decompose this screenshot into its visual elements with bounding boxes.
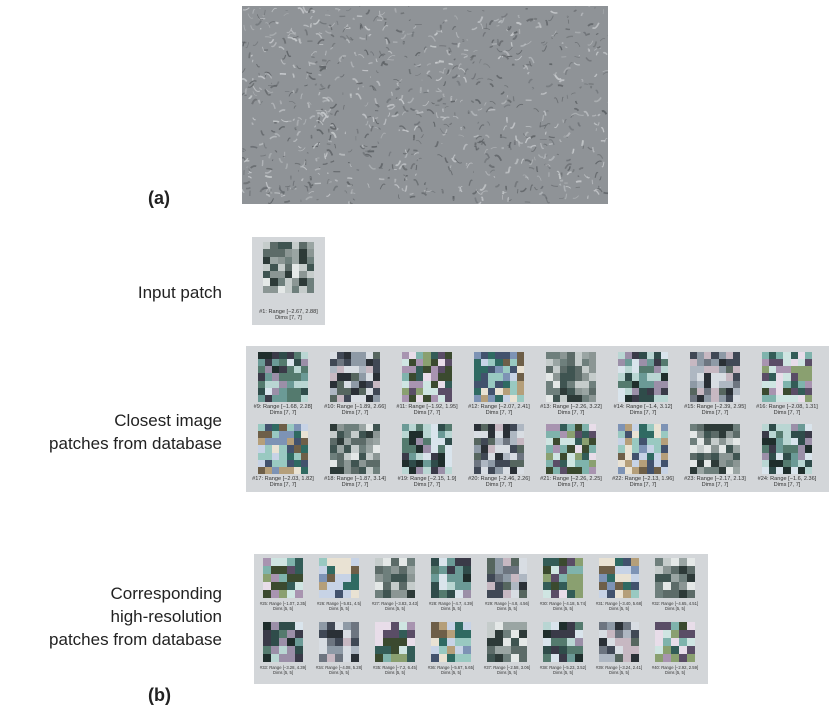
hr-patch <box>263 558 303 598</box>
closest-patch <box>690 424 740 474</box>
hr-patch-caption: #38: Range [−5.23, 3.52] Dims [5, 5] <box>539 665 587 675</box>
hr-patch-caption: #26: Range [−5.81, 4.5] Dims [5, 5] <box>317 601 361 611</box>
hr-patch <box>375 558 415 598</box>
closest-patch <box>258 352 308 402</box>
hr-patch-caption: #35: Range [−7.2, 6.45] Dims [5, 5] <box>373 665 417 675</box>
hr-patch-caption: #32: Range [−4.65, 4.51] Dims [5, 5] <box>651 601 699 611</box>
hr-patch-caption: #36: Range [−5.67, 5.65] Dims [5, 5] <box>427 665 475 675</box>
closest-patch <box>258 424 308 474</box>
closest-patch-caption: #21: Range [−2.26, 2.25] Dims [7, 7] <box>540 476 602 489</box>
hr-patch <box>487 622 527 662</box>
hr-patch-caption: #39: Range [−3.24, 2.41] Dims [5, 5] <box>595 665 643 675</box>
hr-patch <box>655 622 695 662</box>
input-patch <box>263 242 314 293</box>
closest-patch-caption: #10: Range [−1.89, 2.66] Dims [7, 7] <box>324 404 386 417</box>
label-b: (b) <box>148 685 171 705</box>
hr-patch <box>599 558 639 598</box>
closest-patch-caption: #22: Range [−2.13, 1.96] Dims [7, 7] <box>612 476 674 489</box>
input-patch-label: Input patch <box>137 283 222 302</box>
closest-patch <box>618 424 668 474</box>
closest-patch <box>330 352 380 402</box>
label-a: (a) <box>148 188 170 208</box>
hr-label-line1: Corresponding <box>110 584 222 603</box>
closest-patch-caption: #19: Range [−2.15, 1.9] Dims [7, 7] <box>397 476 457 489</box>
hr-patch <box>543 558 583 598</box>
hr-patch-caption: #40: Range [−2.92, 2.59] Dims [5, 5] <box>651 665 699 675</box>
hr-patch <box>599 622 639 662</box>
closest-patch <box>618 352 668 402</box>
closest-patch <box>762 424 812 474</box>
closest-patch-caption: #20: Range [−2.46, 2.26] Dims [7, 7] <box>468 476 530 489</box>
closest-label-line2: patches from database <box>49 434 222 453</box>
hr-label-line3: patches from database <box>49 630 222 649</box>
closest-patch <box>690 352 740 402</box>
closest-patch-caption: #16: Range [−2.08, 1.31] Dims [7, 7] <box>756 404 818 417</box>
closest-patch <box>474 424 524 474</box>
hr-patch-caption: #28: Range [−4.7, 4.39] Dims [5, 5] <box>429 601 473 611</box>
closest-patch-caption: #17: Range [−2.03, 1.82] Dims [7, 7] <box>252 476 314 489</box>
hr-patch <box>375 622 415 662</box>
closest-patch-caption: #12: Range [−2.07, 2.41] Dims [7, 7] <box>468 404 530 417</box>
closest-patch-caption: #24: Range [−1.6, 2.36] Dims [7, 7] <box>757 476 817 489</box>
hr-patch-caption: #29: Range [−4.8, 4.56] Dims [5, 5] <box>485 601 529 611</box>
closest-patch-caption: #11: Range [−1.92, 1.95] Dims [7, 7] <box>396 404 458 417</box>
closest-patch-caption: #13: Range [−2.26, 3.22] Dims [7, 7] <box>540 404 602 417</box>
hr-patch <box>655 558 695 598</box>
input-patch-caption: #1: Range [−2.67, 2.88] Dims [7, 7] <box>259 309 318 322</box>
closest-patch-caption: #14: Range [−1.4, 3.12] Dims [7, 7] <box>613 404 673 417</box>
hr-patch <box>543 622 583 662</box>
closest-patch-caption: #15: Range [−2.39, 2.95] Dims [7, 7] <box>684 404 746 417</box>
hr-patch <box>487 558 527 598</box>
hr-patch-caption: #34: Range [−4.08, 5.28] Dims [5, 5] <box>315 665 363 675</box>
closest-patch-caption: #18: Range [−1.87, 3.14] Dims [7, 7] <box>324 476 386 489</box>
hr-patch-caption: #30: Range [−4.18, 5.74] Dims [5, 5] <box>539 601 587 611</box>
hr-patch-caption: #37: Range [−2.58, 3.06] Dims [5, 5] <box>483 665 531 675</box>
hr-patch <box>319 622 359 662</box>
closest-patch <box>330 424 380 474</box>
closest-patch-caption: #9: Range [−1.68, 2.28] Dims [7, 7] <box>253 404 313 417</box>
hr-patch <box>431 558 471 598</box>
closest-patch <box>762 352 812 402</box>
closest-patch <box>546 352 596 402</box>
closest-patch <box>474 352 524 402</box>
closest-patch <box>402 424 452 474</box>
hr-patch-caption: #27: Range [−3.83, 3.43] Dims [5, 5] <box>371 601 419 611</box>
closest-patch-caption: #23: Range [−2.17, 2.13] Dims [7, 7] <box>684 476 746 489</box>
hr-patch <box>263 622 303 662</box>
hr-patch-caption: #25: Range [−1.07, 2.35] Dims [5, 5] <box>259 601 307 611</box>
hr-patch-caption: #31: Range [−3.40, 5.68] Dims [5, 5] <box>595 601 643 611</box>
closest-patch <box>402 352 452 402</box>
closest-label-line1: Closest image <box>114 411 222 430</box>
hr-patch <box>431 622 471 662</box>
hr-patch <box>319 558 359 598</box>
hr-label-line2: high-resolution <box>110 607 222 626</box>
texture-image <box>242 6 608 204</box>
hr-patch-caption: #33: Range [−3.28, 4.39] Dims [5, 5] <box>259 665 307 675</box>
closest-patch <box>546 424 596 474</box>
